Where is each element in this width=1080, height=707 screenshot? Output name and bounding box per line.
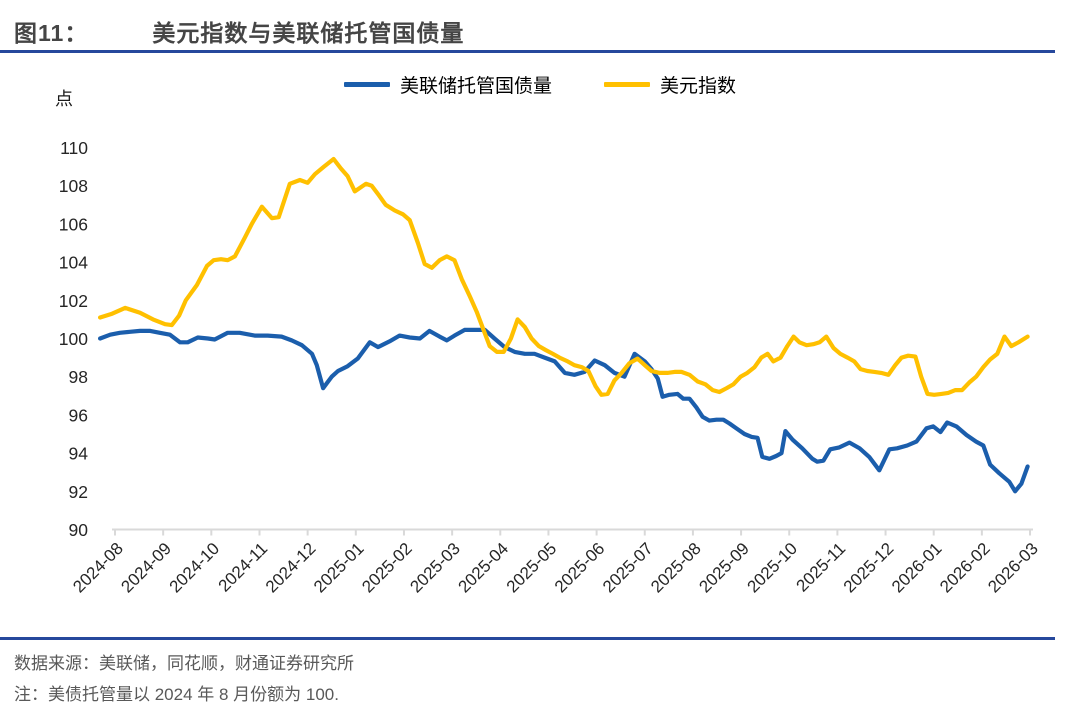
x-axis-label: 2025-10 bbox=[744, 539, 802, 597]
y-axis-label: 100 bbox=[59, 329, 88, 349]
footer-divider bbox=[0, 637, 1055, 640]
legend-item-treasury: 美联储托管国债量 bbox=[343, 71, 552, 98]
y-axis-label: 94 bbox=[69, 444, 89, 464]
data-source-text: 数据来源：美联储，同花顺，财通证券研究所 bbox=[14, 654, 354, 673]
x-axis-label: 2024-10 bbox=[166, 539, 224, 597]
y-axis-label: 92 bbox=[69, 482, 88, 502]
legend-label-dxy: 美元指数 bbox=[660, 75, 737, 97]
x-axis-label: 2025-11 bbox=[793, 539, 850, 596]
y-axis-label: 102 bbox=[59, 291, 88, 311]
x-axis-label: 2025-09 bbox=[695, 539, 753, 597]
x-axis-label: 2026-03 bbox=[984, 539, 1042, 597]
x-axis-label: 2025-02 bbox=[358, 539, 416, 597]
x-axis-label: 2026-01 bbox=[888, 539, 946, 597]
x-axis-label: 2025-01 bbox=[310, 539, 368, 597]
footnote-text: 注：美债托管量以 2024 年 8 月份额为 100. bbox=[14, 685, 339, 704]
x-axis-label: 2025-05 bbox=[503, 539, 561, 597]
x-axis-label: 2024-12 bbox=[262, 539, 320, 597]
chart-legend: 美联储托管国债量 美元指数 bbox=[0, 71, 1080, 98]
y-axis-unit-label: 点 bbox=[55, 89, 73, 109]
series-line-treasury bbox=[97, 327, 1030, 494]
y-axis-label: 106 bbox=[59, 214, 88, 234]
x-axis-label: 2024-09 bbox=[117, 539, 175, 597]
y-axis-label: 96 bbox=[69, 405, 88, 425]
legend-label-treasury: 美联储托管国债量 bbox=[399, 75, 552, 97]
x-axis-label: 2026-02 bbox=[936, 539, 994, 597]
legend-swatch-yellow bbox=[604, 82, 650, 87]
figure-title: 美元指数与美联储托管国债量 bbox=[152, 20, 465, 46]
series-line-dxy bbox=[97, 156, 1030, 397]
y-axis-label: 90 bbox=[69, 520, 89, 540]
legend-swatch-blue bbox=[343, 82, 390, 87]
line-chart-canvas: 11010810610410210098969492902024-082024-… bbox=[59, 138, 1042, 597]
x-axis-label: 2025-12 bbox=[840, 539, 898, 597]
figure-header: 图11： 美元指数与美联储托管国债量 bbox=[0, 0, 1080, 46]
x-axis-label: 2025-04 bbox=[455, 539, 513, 597]
y-axis-label: 108 bbox=[59, 176, 88, 196]
x-axis-label: 2025-03 bbox=[406, 539, 464, 597]
title-divider bbox=[0, 50, 1055, 53]
y-axis-label: 110 bbox=[60, 138, 88, 158]
figure-number-label: 图11： bbox=[14, 20, 89, 46]
x-axis-label: 2025-07 bbox=[599, 539, 657, 597]
x-axis-label: 2025-06 bbox=[551, 539, 609, 597]
legend-item-dxy: 美元指数 bbox=[604, 71, 736, 98]
chart-area: 美联储托管国债量 美元指数 点 110 108 106 104 102 100 98 96 94… bbox=[0, 53, 1080, 635]
y-axis-label: 98 bbox=[69, 367, 88, 387]
y-axis-label: 104 bbox=[59, 253, 88, 273]
x-axis-label: 2024-11 bbox=[215, 539, 272, 596]
x-axis-label: 2024-08 bbox=[69, 539, 127, 597]
x-axis-label: 2025-08 bbox=[647, 539, 705, 597]
